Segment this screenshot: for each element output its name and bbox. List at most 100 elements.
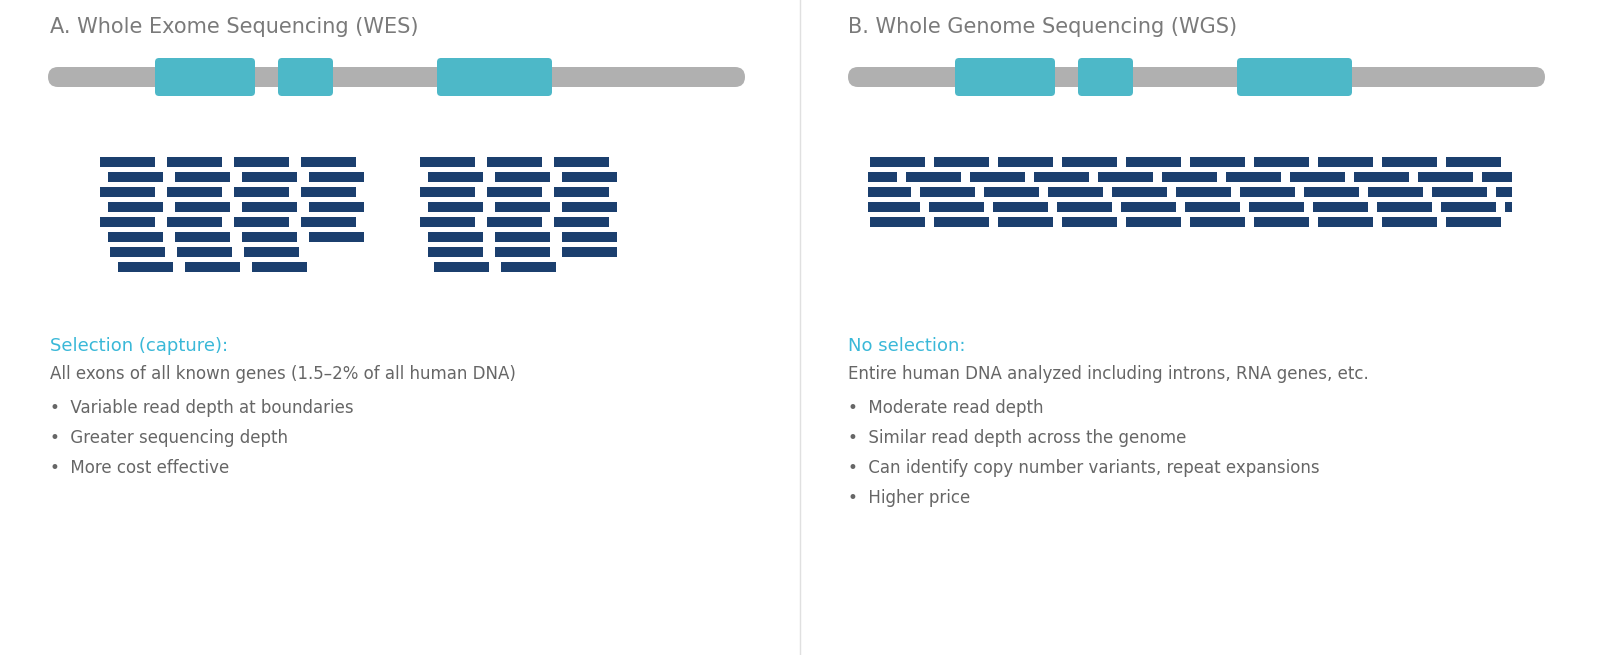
FancyBboxPatch shape [955, 58, 1054, 96]
Text: No selection:: No selection: [848, 337, 965, 355]
Bar [1186, 202, 1240, 212]
Text: •  More cost effective: • More cost effective [50, 459, 229, 477]
Bar [309, 232, 365, 242]
Bar [186, 262, 240, 272]
Bar [920, 187, 974, 197]
Bar [429, 172, 483, 182]
Bar [242, 202, 298, 212]
Bar [554, 157, 610, 167]
Bar [1418, 172, 1474, 182]
Text: All exons of all known genes (1.5–2% of all human DNA): All exons of all known genes (1.5–2% of … [50, 365, 515, 383]
Bar [243, 247, 299, 257]
Bar [1314, 202, 1368, 212]
Text: •  Moderate read depth: • Moderate read depth [848, 399, 1043, 417]
Bar [253, 262, 307, 272]
Bar [494, 247, 550, 257]
Bar [242, 172, 298, 182]
Bar [867, 187, 910, 197]
Bar [174, 172, 230, 182]
Bar [867, 202, 920, 212]
Bar [867, 172, 898, 182]
Bar [501, 262, 557, 272]
Bar [934, 157, 989, 167]
Bar [110, 247, 165, 257]
Bar [1446, 157, 1501, 167]
Bar [429, 232, 483, 242]
Bar [242, 232, 298, 242]
Bar [1318, 217, 1373, 227]
Bar [1062, 157, 1117, 167]
Bar [234, 217, 290, 227]
Bar [1122, 202, 1176, 212]
Bar [434, 262, 490, 272]
Bar [99, 187, 155, 197]
Bar [118, 262, 173, 272]
Bar [1446, 217, 1501, 227]
Bar [99, 157, 155, 167]
Bar [870, 217, 925, 227]
FancyBboxPatch shape [1078, 58, 1133, 96]
Bar [984, 187, 1038, 197]
Bar [554, 187, 610, 197]
Bar [1254, 217, 1309, 227]
Text: •  Greater sequencing depth: • Greater sequencing depth [50, 429, 288, 447]
Bar [1318, 157, 1373, 167]
FancyBboxPatch shape [1237, 58, 1352, 96]
Bar [174, 202, 230, 212]
Text: •  Can identify copy number variants, repeat expansions: • Can identify copy number variants, rep… [848, 459, 1320, 477]
Bar [109, 202, 163, 212]
Bar [486, 187, 542, 197]
Bar [562, 232, 618, 242]
Bar [1482, 172, 1512, 182]
Bar [429, 247, 483, 257]
Bar [998, 157, 1053, 167]
Bar [1240, 187, 1294, 197]
Bar [1378, 202, 1432, 212]
Bar [562, 247, 618, 257]
Bar [301, 217, 355, 227]
Bar [174, 232, 230, 242]
Bar [99, 217, 155, 227]
Bar [419, 157, 475, 167]
FancyBboxPatch shape [437, 58, 552, 96]
Bar [1254, 157, 1309, 167]
Bar [1496, 187, 1512, 197]
Bar [994, 202, 1048, 212]
Bar [1112, 187, 1166, 197]
Bar [309, 172, 365, 182]
Bar [1368, 187, 1422, 197]
Bar [178, 247, 232, 257]
Text: Selection (capture):: Selection (capture): [50, 337, 229, 355]
FancyBboxPatch shape [278, 58, 333, 96]
Bar [1226, 172, 1282, 182]
Bar [1382, 157, 1437, 167]
Text: Entire human DNA analyzed including introns, RNA genes, etc.: Entire human DNA analyzed including intr… [848, 365, 1368, 383]
Bar [1190, 217, 1245, 227]
Bar [1048, 187, 1102, 197]
Bar [419, 187, 475, 197]
Bar [562, 172, 618, 182]
Bar [1190, 157, 1245, 167]
Bar [562, 202, 618, 212]
FancyBboxPatch shape [848, 67, 1546, 87]
Bar [301, 157, 355, 167]
Bar [419, 217, 475, 227]
Bar [1126, 217, 1181, 227]
Bar [970, 172, 1026, 182]
Bar [166, 157, 222, 167]
Bar [1304, 187, 1358, 197]
Bar [1098, 172, 1154, 182]
Bar [1062, 217, 1117, 227]
Bar [109, 172, 163, 182]
Bar [109, 232, 163, 242]
Bar [1506, 202, 1512, 212]
Bar [934, 217, 989, 227]
Bar [870, 157, 925, 167]
Bar [309, 202, 365, 212]
Text: •  Similar read depth across the genome: • Similar read depth across the genome [848, 429, 1186, 447]
Bar [234, 187, 290, 197]
Bar [1126, 157, 1181, 167]
Bar [494, 172, 550, 182]
Bar [301, 187, 355, 197]
Bar [494, 232, 550, 242]
